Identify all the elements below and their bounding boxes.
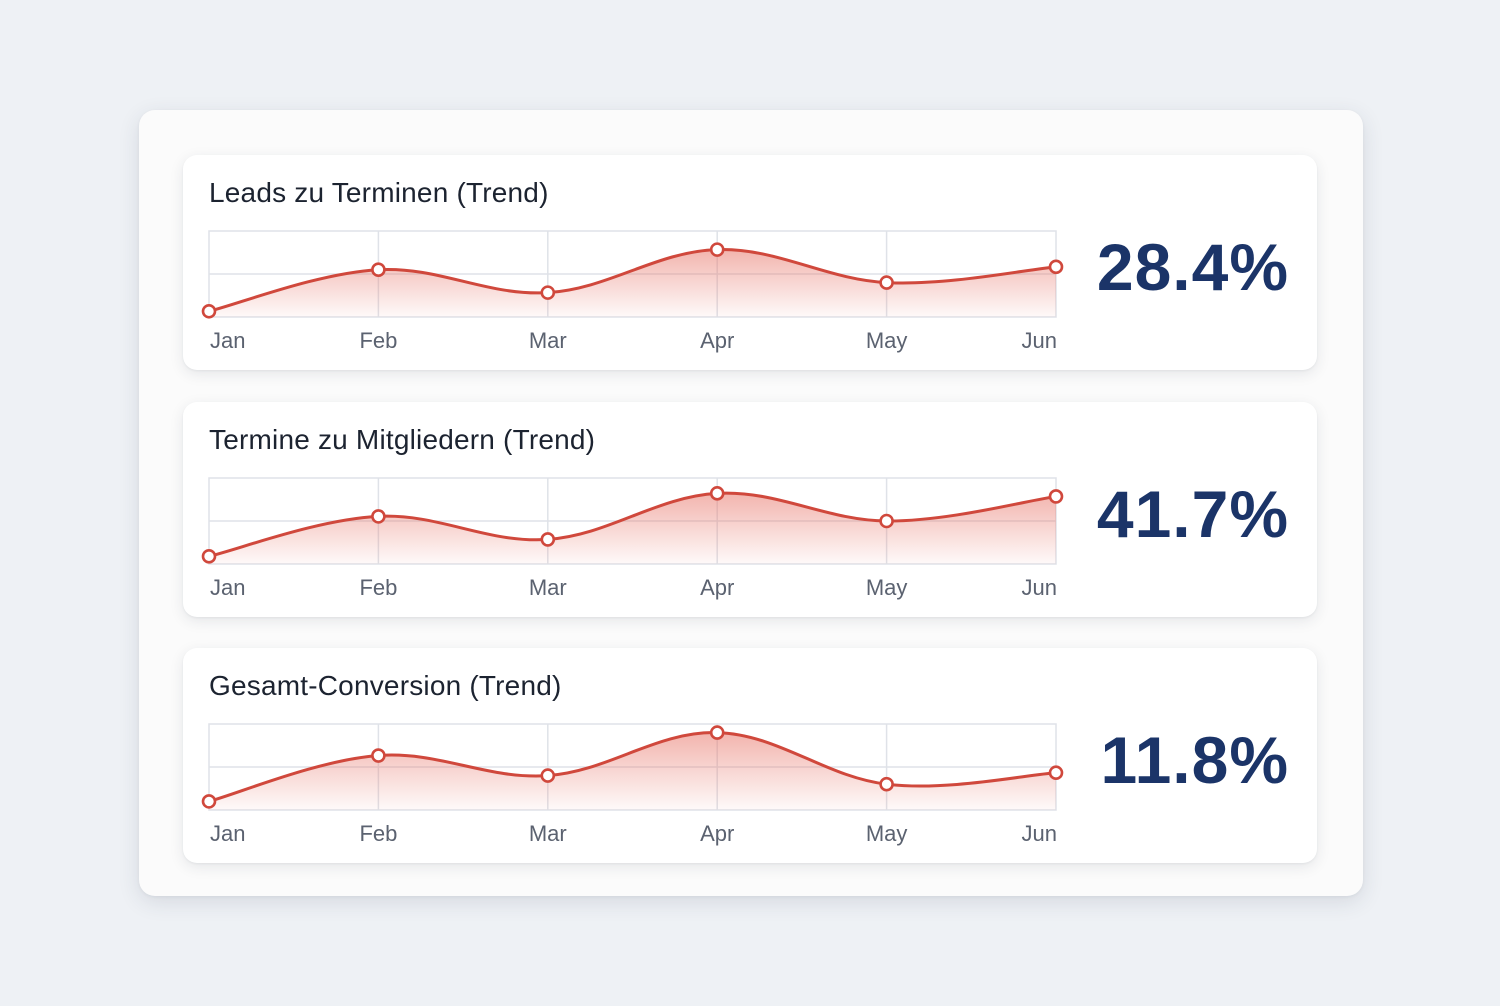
card-title: Termine zu Mitgliedern (Trend) [209, 424, 596, 455]
data-point-jan [201, 303, 217, 319]
data-point-may [879, 513, 894, 529]
series-line [207, 731, 1058, 803]
trend-chart: Jan Feb Mar Apr May Jun [201, 723, 1064, 846]
series-line [207, 491, 1058, 558]
trend-card-total-conversion: Gesamt-Conversion (Trend) Jan Feb Mar Apr Ma… [183, 648, 1317, 863]
data-point-apr [709, 242, 725, 257]
x-tick-label: Jun [1022, 575, 1057, 600]
x-tick-label: Jan [210, 821, 245, 846]
x-tick-label: Feb [359, 575, 397, 600]
data-point-apr [709, 725, 725, 740]
x-tick-label: Apr [700, 328, 734, 353]
x-tick-label: Mar [529, 575, 567, 600]
data-point-apr [709, 486, 725, 501]
x-tick-label: May [866, 328, 908, 353]
dashboard-panel: Leads zu Terminen (Trend) Jan Feb Mar Apr Ma… [139, 110, 1363, 896]
data-point-mar [540, 532, 556, 547]
x-tick-label: Feb [359, 328, 397, 353]
data-point-may [879, 776, 894, 792]
series-area [209, 249, 1056, 317]
data-point-jun [1048, 259, 1064, 275]
trend-card-leads-to-appointments: Leads zu Terminen (Trend) Jan Feb Mar Apr Ma… [183, 155, 1317, 370]
x-tick-label: Jun [1022, 821, 1057, 846]
kpi-value: 28.4% [1096, 230, 1289, 304]
data-point-may [879, 275, 894, 290]
trend-chart: Jan Feb Mar Apr May Jun [201, 230, 1064, 353]
series-line [207, 248, 1058, 313]
x-tick-label: Mar [529, 821, 567, 846]
x-tick-label: Mar [529, 328, 567, 353]
x-tick-label: May [866, 821, 908, 846]
x-tick-label: May [866, 575, 908, 600]
data-point-mar [540, 768, 556, 783]
kpi-value: 41.7% [1096, 477, 1289, 551]
data-point-jan [201, 549, 217, 564]
data-point-jan [201, 794, 217, 809]
trend-chart: Jan Feb Mar Apr May Jun [201, 477, 1064, 600]
data-point-feb [371, 262, 386, 277]
series-area [209, 732, 1056, 810]
x-tick-label: Jun [1022, 328, 1057, 353]
x-tick-label: Apr [700, 821, 734, 846]
data-point-feb [371, 509, 386, 524]
series-area [209, 493, 1056, 564]
data-point-feb [371, 748, 386, 763]
card-title: Gesamt-Conversion (Trend) [209, 670, 562, 701]
card-title: Leads zu Terminen (Trend) [209, 177, 549, 208]
data-point-jun [1048, 765, 1064, 781]
x-tick-label: Feb [359, 821, 397, 846]
trend-card-appointments-to-members: Termine zu Mitgliedern (Trend) Jan Feb Mar… [183, 402, 1317, 617]
kpi-value: 11.8% [1100, 723, 1289, 797]
x-tick-label: Apr [700, 575, 734, 600]
x-tick-label: Jan [210, 575, 245, 600]
x-tick-label: Jan [210, 328, 245, 353]
data-point-jun [1048, 489, 1064, 504]
data-point-mar [540, 285, 556, 300]
